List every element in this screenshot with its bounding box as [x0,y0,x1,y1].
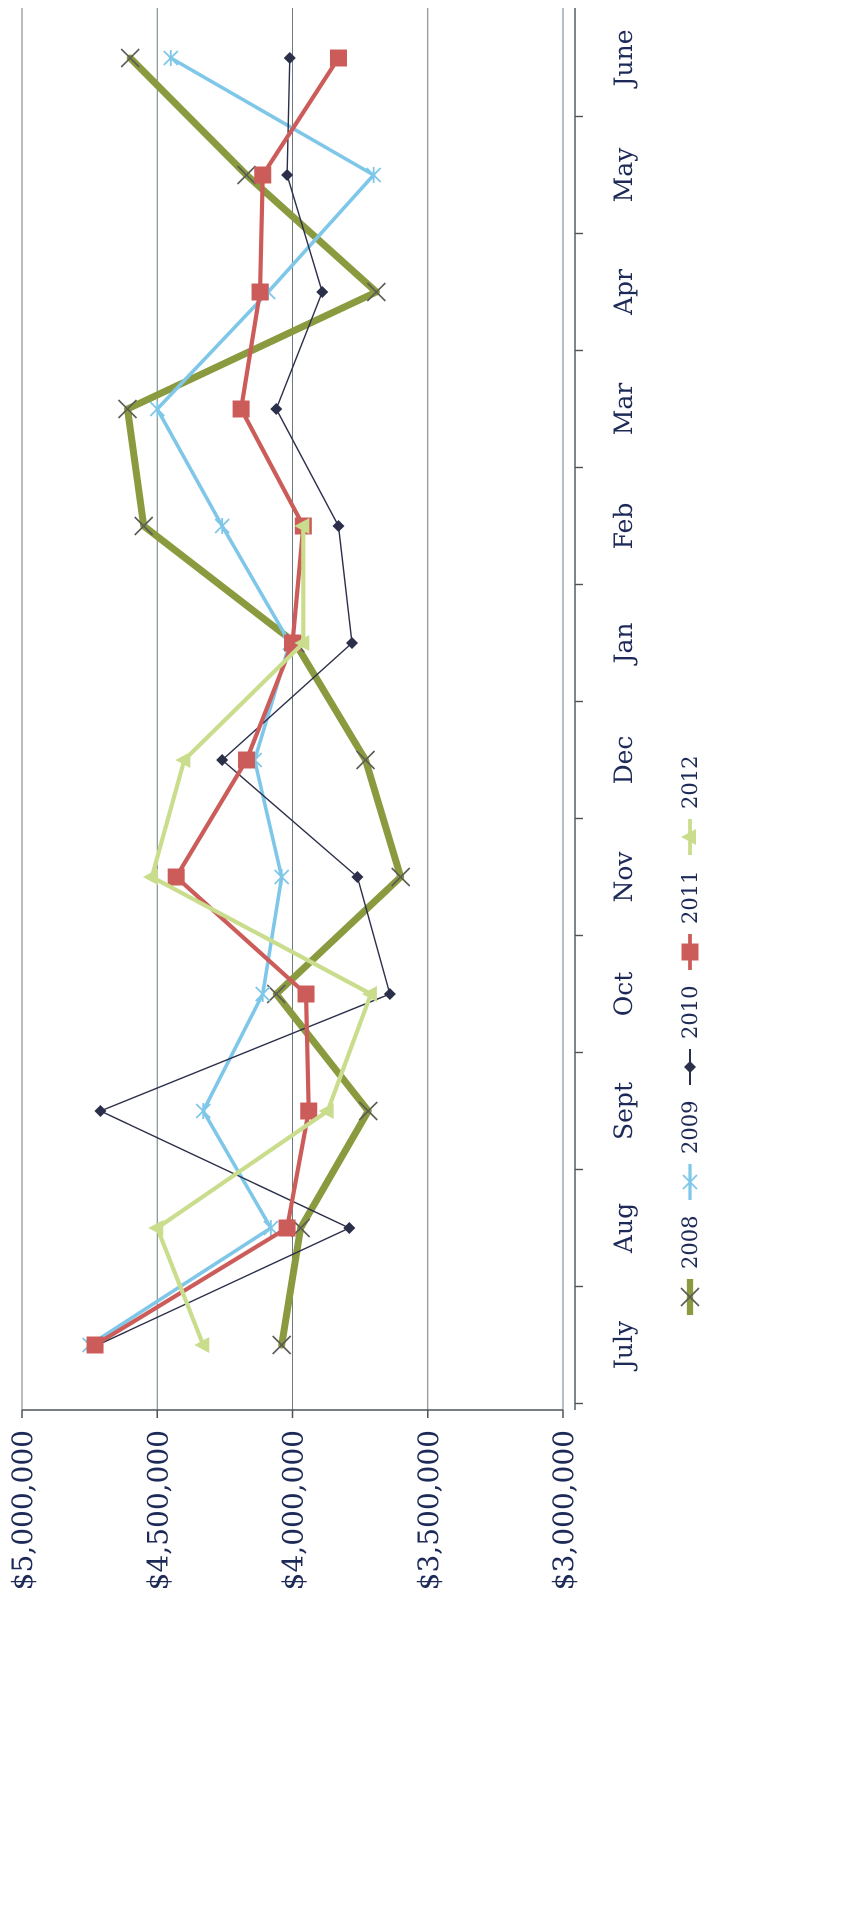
legend-label: 2008 [678,1216,702,1269]
data-point [298,986,315,1003]
data-point [252,284,269,301]
data-point [330,50,347,67]
category-label: Apr [609,269,638,316]
data-point [87,1337,104,1354]
category-label: Nov [609,851,638,903]
category-label: Feb [609,503,638,550]
data-point [300,1103,317,1120]
legend-label: 2009 [678,1101,702,1154]
legend-label: 2012 [678,756,702,809]
value-tick-label: $4,000,000 [277,1430,310,1590]
data-point [233,401,250,418]
value-tick-label: $4,500,000 [141,1430,174,1590]
category-label: May [609,147,638,203]
category-label: Mar [609,383,638,436]
legend-item-2011: 2011 [678,871,702,970]
value-tick-label: $5,000,000 [6,1430,39,1590]
value-tick-label: $3,000,000 [547,1430,580,1590]
category-label: Oct [609,972,638,1017]
data-point [254,167,271,184]
category-label: Jan [609,622,638,666]
data-point [168,869,185,886]
data-point [238,752,255,769]
data-point [279,1220,296,1237]
category-label: June [609,29,638,89]
category-label: Dec [609,736,638,785]
value-tick-label: $3,500,000 [412,1430,445,1590]
legend-label: 2011 [678,871,702,924]
legend-label: 2010 [678,986,702,1039]
category-label: Aug [609,1203,638,1254]
category-label: July [609,1320,638,1372]
data-point [682,944,699,961]
category-label: Sept [609,1082,638,1140]
